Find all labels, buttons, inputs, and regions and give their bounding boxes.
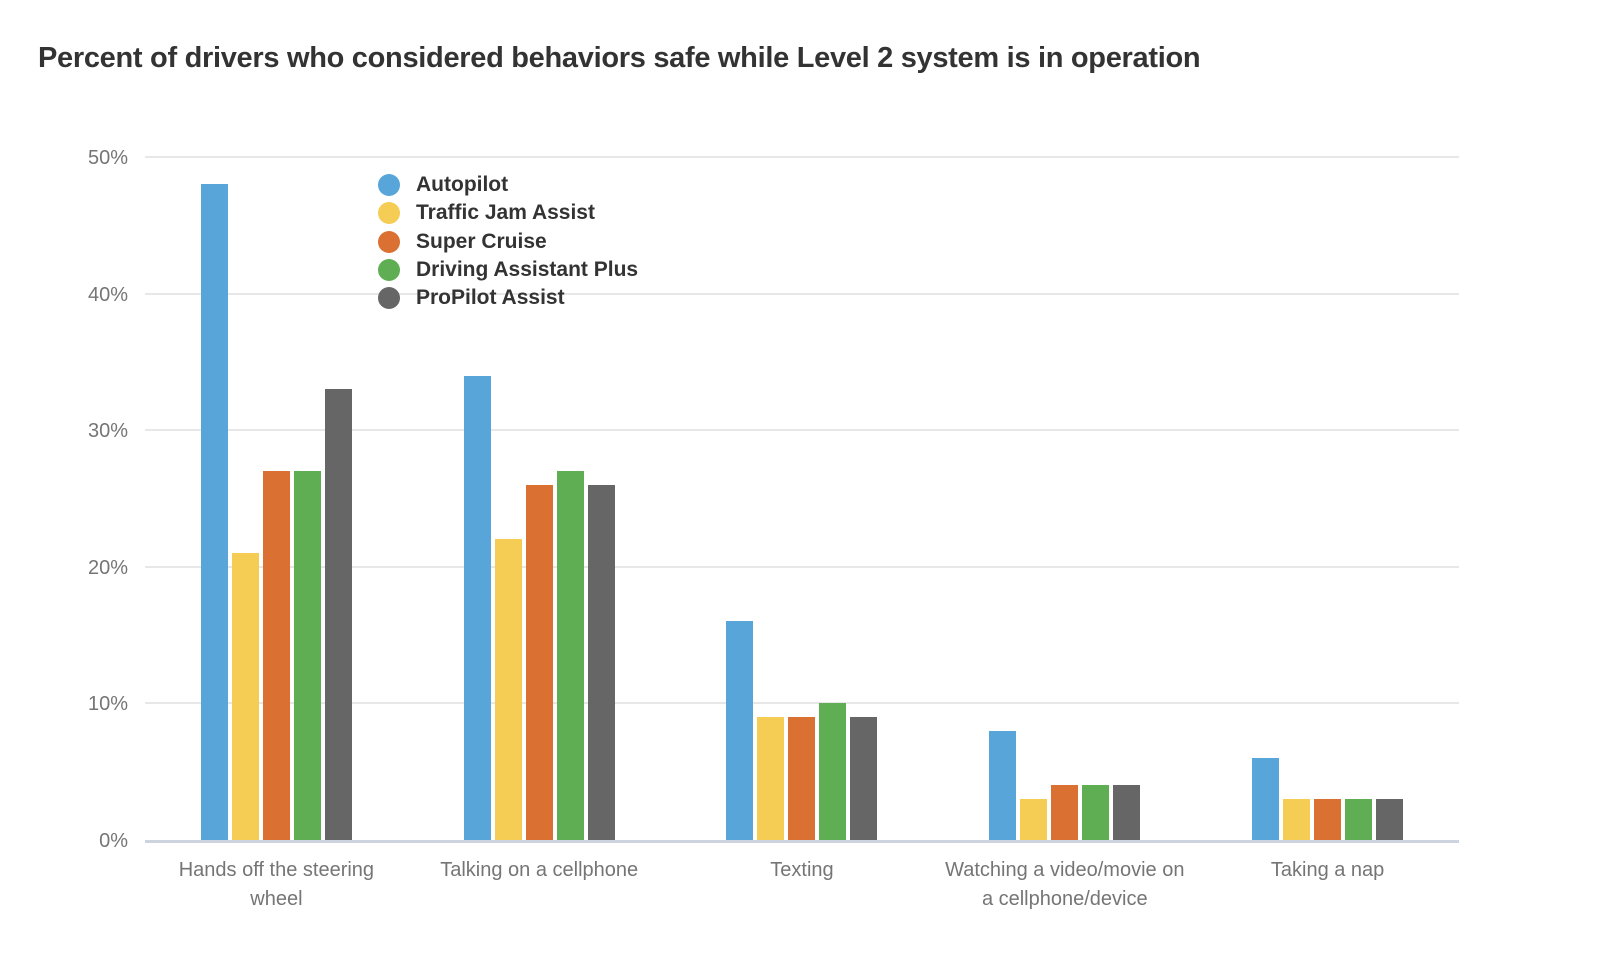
bar [726, 621, 754, 840]
legend-label: Autopilot [416, 173, 509, 196]
bar-group [408, 157, 671, 840]
y-axis-tick-label: 30% [87, 420, 128, 443]
bar [989, 730, 1017, 840]
bar [231, 553, 259, 840]
bar [494, 539, 522, 840]
bar-group [1196, 157, 1459, 840]
bar [1283, 799, 1311, 840]
bar-group [933, 157, 1196, 840]
x-axis-category-label: Taking a nap [1196, 856, 1459, 885]
legend-swatch-icon [378, 287, 400, 310]
legend-item: ProPilot Assist [378, 286, 638, 310]
x-axis-category-label: Watching a video/movie on a cellphone/de… [933, 856, 1196, 914]
gridline [145, 702, 1459, 705]
bar [1051, 785, 1079, 840]
x-axis-category-label: Talking on a cellphone [408, 856, 671, 885]
bar [1020, 799, 1048, 840]
legend-label: ProPilot Assist [416, 286, 565, 310]
chart-title: Percent of drivers who considered behavi… [38, 42, 1201, 74]
legend-item: Super Cruise [378, 229, 638, 253]
bar [819, 703, 847, 840]
bar [525, 484, 553, 840]
gridline [145, 156, 1459, 158]
bar [293, 471, 321, 840]
legend-swatch-icon [378, 202, 400, 225]
gridline [145, 292, 1459, 295]
bar [1113, 785, 1141, 840]
x-axis-category-text: Taking a nap [1270, 859, 1385, 881]
bar [1345, 799, 1373, 840]
bar [757, 717, 785, 840]
bar [463, 375, 491, 840]
x-axis-category-text: Hands off the steering wheel [178, 859, 375, 910]
legend-item: Autopilot [378, 173, 638, 196]
bar [587, 484, 615, 840]
y-axis-tick-label: 10% [87, 693, 128, 716]
legend-item: Traffic Jam Assist [378, 201, 638, 225]
bar [1082, 785, 1110, 840]
bar [788, 717, 816, 840]
legend-item: Driving Assistant Plus [378, 257, 639, 281]
bar [1252, 758, 1280, 840]
bar [324, 389, 352, 840]
bar [556, 471, 584, 840]
gridline [145, 565, 1459, 568]
legend-label: Super Cruise [416, 229, 547, 253]
legend-swatch-icon [378, 230, 400, 253]
legend-swatch-icon [378, 174, 400, 196]
legend-label: Traffic Jam Assist [416, 201, 595, 225]
legend: Autopilot Traffic Jam Assist Super Cruise D… [378, 173, 639, 315]
y-axis-tick-label: 20% [87, 556, 128, 579]
bar [262, 471, 290, 840]
bar-group [671, 157, 934, 840]
bar [1376, 799, 1404, 840]
legend-label: Driving Assistant Plus [416, 257, 639, 281]
bar-group [145, 157, 408, 840]
y-axis-tick-label: 0% [99, 830, 128, 852]
gridline [145, 429, 1459, 432]
y-axis-tick-label: 40% [87, 283, 128, 306]
y-axis-tick-label: 50% [87, 147, 128, 169]
bar [200, 184, 228, 840]
x-axis-category-text: Texting [770, 859, 834, 881]
bar [850, 717, 878, 840]
x-axis-category-text: Talking on a cellphone [440, 859, 639, 881]
x-axis-line [145, 840, 1459, 843]
bar [1314, 799, 1342, 840]
legend-swatch-icon [378, 258, 400, 281]
x-axis-category-label: Hands off the steering wheel [145, 856, 408, 914]
x-axis-category-label: Texting [671, 856, 934, 885]
x-axis-category-text: Watching a video/movie on a cellphone/de… [945, 859, 1185, 910]
